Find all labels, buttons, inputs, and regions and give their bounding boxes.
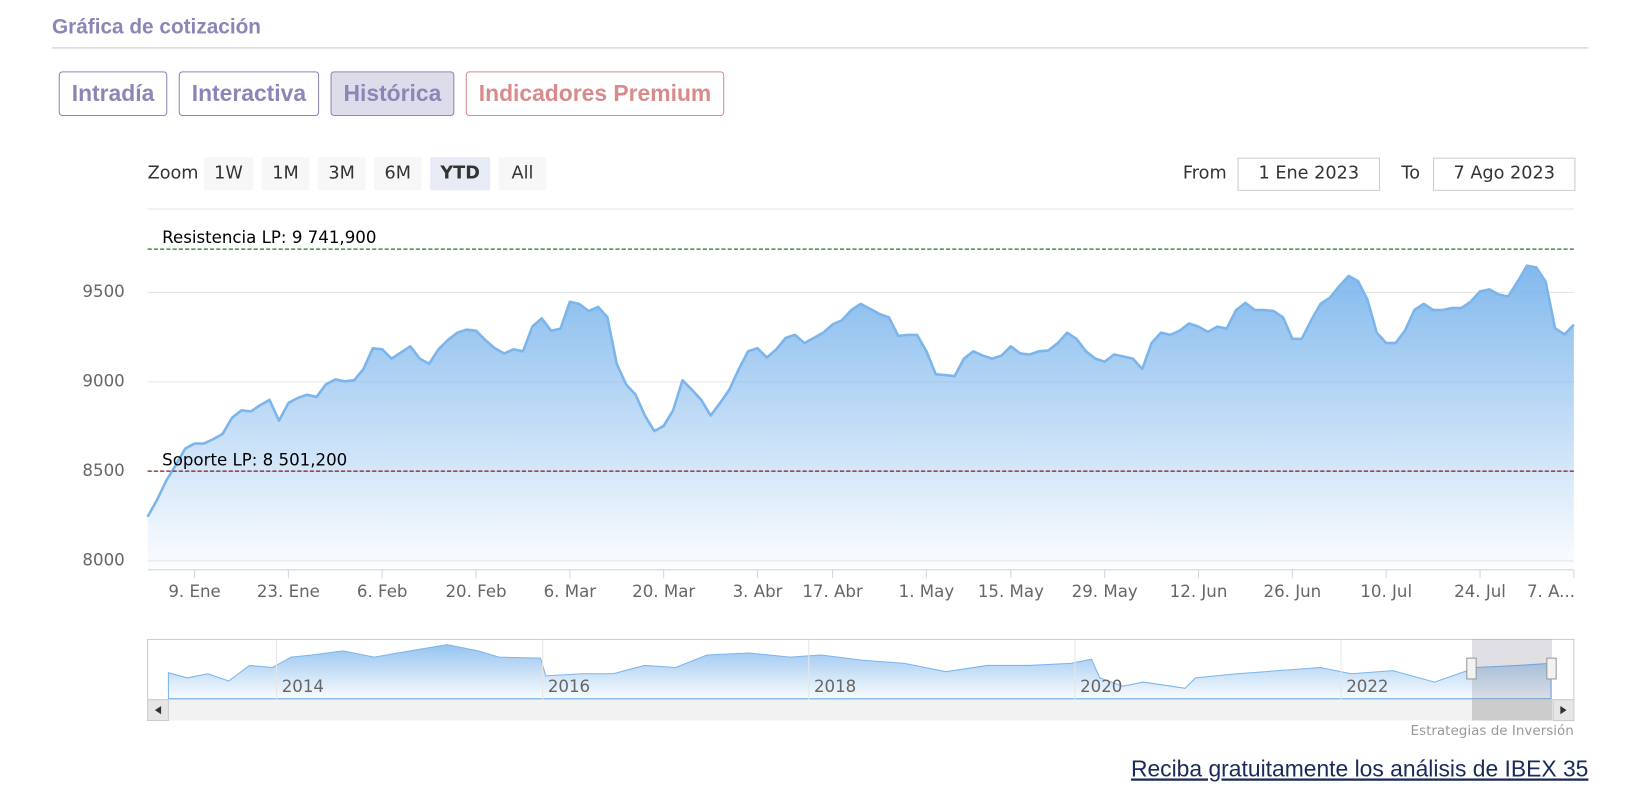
arrow-icon [154,705,162,715]
arrow-icon [1560,705,1567,715]
scrollbar-track[interactable] [147,699,1574,721]
navigator-handle[interactable] [1466,657,1477,680]
x-tick-label: 17. Abr [802,582,863,601]
x-tick-label: 3. Abr [733,582,783,601]
x-tick-label: 20. Feb [445,582,506,601]
navigator-series [167,644,1552,700]
tab-button[interactable] [465,71,725,117]
section-title: Gráfica de cotización [52,16,261,39]
navigator-label: 2022 [1346,677,1388,696]
line [146,264,1575,518]
range-selector: Zoom 1W 1M 3M 6M YTD All 7 Ago 2023 To 1 Ene 2023… [148,157,1576,191]
x-tick-label: 12. Jun [1170,582,1228,601]
y-tick-label: 8500 [82,461,124,480]
navigator-label: 2016 [548,677,590,696]
zoom-button[interactable] [317,157,366,191]
credits: Estrategias de Inversión [1411,723,1574,739]
date-input-value: 7 Ago 2023 [1453,164,1554,184]
area [147,265,1574,570]
tab-label: Indicadores Premium [479,80,711,106]
navigator-handle[interactable] [1546,657,1557,680]
zoom-button-label: YTD [439,164,479,184]
x-tick-label: 26. Jun [1264,582,1322,601]
date-input-value: 1 Ene 2023 [1258,164,1359,184]
navigator-window[interactable] [1471,639,1553,700]
x-tick-label: 23. Ene [257,582,320,601]
zoom-button[interactable] [498,157,547,191]
date-input[interactable] [1433,157,1576,191]
y-tick-label: 9000 [82,371,124,390]
x-tick-label: 10. Jul [1360,582,1412,601]
subscribe-link[interactable]: Reciba gratuitamente los análisis de IBE… [1131,755,1588,781]
x-tick-label: 6. Mar [544,582,597,601]
x-tick-label: 6. Feb [357,582,408,601]
tab-button[interactable] [58,71,168,117]
zoom-button[interactable] [261,157,310,191]
zoom-button-label: 1M [272,164,298,184]
tab-button[interactable] [178,71,320,117]
navigator-label: 2014 [282,677,324,696]
zoom-label: Zoom [148,164,199,184]
x-tick-label: 24. Jul [1454,582,1506,601]
zoom-button[interactable] [203,157,254,191]
navigator-label: 2020 [1080,677,1122,696]
x-tick-label: 20. Mar [632,582,695,601]
zoom-button-label: 1W [214,164,243,184]
tabs: Intradía Interactiva Histórica Indicadores … [58,71,725,117]
y-tick-label: 8000 [82,550,124,569]
plot-line-label: Resistencia LP: 9 741,900 [162,228,376,247]
tab-label: Intradía [72,80,155,106]
plot-line-label: Soporte LP: 8 501,200 [162,450,347,469]
plot: 8000 8500 9000 9500 Resistencia LP: 9 741,90… [82,228,1575,601]
x-tick-label: 15. May [978,582,1044,601]
tab-label: Interactiva [192,80,307,106]
tab-button[interactable] [330,71,455,117]
zoom-button-label: 3M [328,164,354,184]
date-input[interactable] [1237,157,1380,191]
x-tick-label: 29. May [1072,582,1138,601]
navigator: 2014 2016 2018 2020 2022 [147,638,1575,722]
from-label: From [1183,164,1227,184]
y-tick-label: 9500 [82,282,124,301]
to-label: To [1400,164,1420,184]
tab-label: Histórica [344,80,442,106]
x-tick-label: 7. A... [1527,582,1575,601]
navigator-label: 2018 [814,677,856,696]
scrollbar-thumb[interactable] [1471,699,1553,721]
x-tick-label: 9. Ene [168,582,220,601]
zoom-button-label: 6M [385,164,411,184]
zoom-button[interactable] [373,157,422,191]
zoom-button-label: All [512,164,534,184]
x-tick-label: 1. May [899,582,955,601]
zoom-button[interactable] [429,157,491,191]
